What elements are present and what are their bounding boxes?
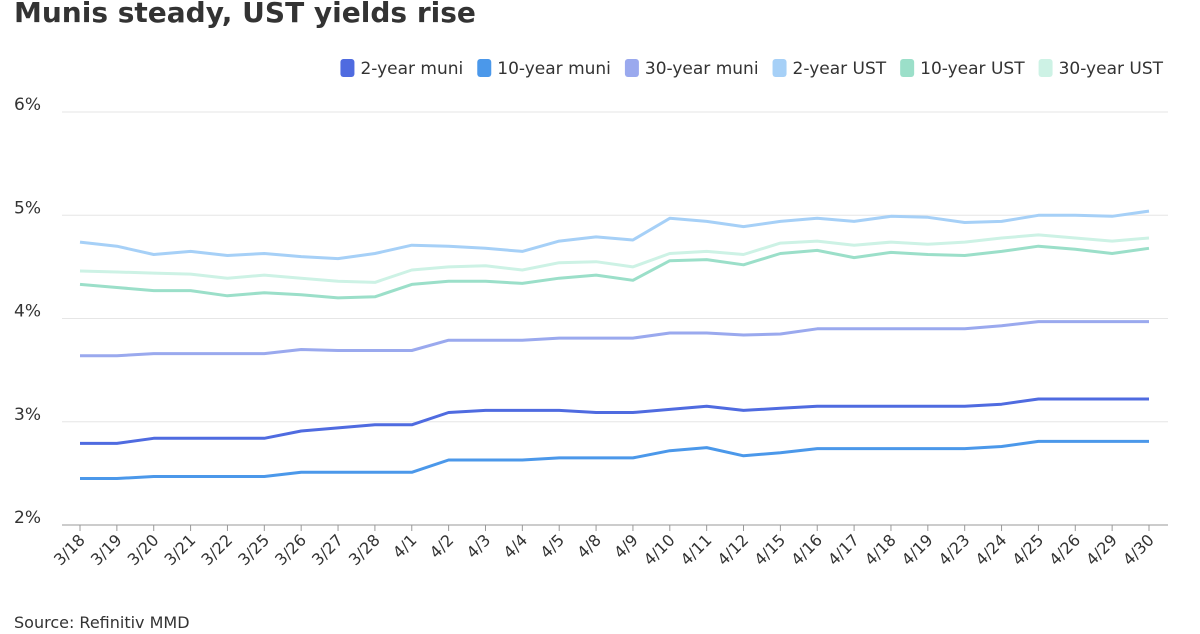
legend-item: 10-year UST [900,59,1025,79]
x-tick-label: 3/28 [345,530,384,569]
y-tick-label: 4% [14,302,41,322]
series-line [79,244,1150,300]
legend-swatch [1038,59,1053,77]
x-tick-label: 4/29 [1082,530,1121,569]
legend-label: 30-year UST [1059,59,1164,79]
series-line [80,397,1149,445]
x-tick-label: 4/3 [463,530,495,562]
x-tick-label: 4/26 [1045,530,1084,569]
x-tick-label: 4/30 [1119,530,1158,569]
x-tick-label: 4/16 [787,530,826,569]
x-tick-label: 4/2 [426,530,458,562]
y-tick-label: 2% [14,508,41,528]
x-tick-label: 3/26 [271,530,310,569]
legend-item: 30-year UST [1038,59,1164,79]
legend-swatch [340,59,355,77]
x-tick-label: 3/27 [308,530,347,569]
x-tick-label: 4/1 [389,530,421,562]
x-tick-label: 4/15 [750,530,789,569]
x-tick-label: 4/9 [610,530,642,562]
x-tick-label: 4/11 [677,530,716,569]
x-tick-label: 3/20 [124,530,163,569]
legend-swatch [624,59,639,77]
x-tick-label: 4/8 [573,530,605,562]
legend-label: 30-year muni [645,59,759,79]
x-tick-label: 4/23 [935,530,974,569]
series-line [80,320,1149,358]
x-tick-label: 4/18 [861,530,900,569]
x-tick-label: 4/4 [500,530,532,562]
series-line [80,439,1149,480]
series-line [79,209,1150,261]
legend-label: 10-year UST [920,59,1025,79]
legend-item: 2-year UST [772,59,887,79]
x-tick-label: 4/17 [824,530,863,569]
legend-label: 2-year UST [793,59,887,79]
y-tick-label: 3% [14,405,41,425]
x-tick-label: 4/25 [1008,530,1047,569]
x-tick-label: 3/18 [50,530,89,569]
y-tick-label: 5% [14,198,41,218]
x-tick-label: 4/19 [898,530,937,569]
x-tick-label: 4/12 [713,530,752,569]
legend-swatch [900,59,915,77]
legend: 2-year muni 10-year muni 30-year muni 2-yea… [340,59,1164,79]
legend-swatch [477,59,492,77]
legend-item: 10-year muni [477,59,611,79]
x-tick-label: 3/19 [87,530,126,569]
source: Source: Refinitiv MMD [14,613,190,630]
x-tick-label: 3/21 [161,530,200,569]
y-tick-label: 6% [14,95,41,115]
x-tick-label: 4/24 [972,530,1011,569]
legend-label: 10-year muni [497,59,611,79]
x-tick-label: 4/5 [536,530,568,562]
legend-item: 30-year muni [624,59,759,79]
legend-label: 2-year muni [360,59,463,79]
legend-swatch [772,59,787,77]
legend-item: 2-year muni [340,59,463,79]
x-tick-label: 3/22 [197,530,236,569]
x-tick-label: 3/25 [234,530,273,569]
x-tick-label: 4/10 [640,530,679,569]
chart-title: Munis steady, UST yields rise [14,0,476,29]
series-line [79,233,1150,284]
